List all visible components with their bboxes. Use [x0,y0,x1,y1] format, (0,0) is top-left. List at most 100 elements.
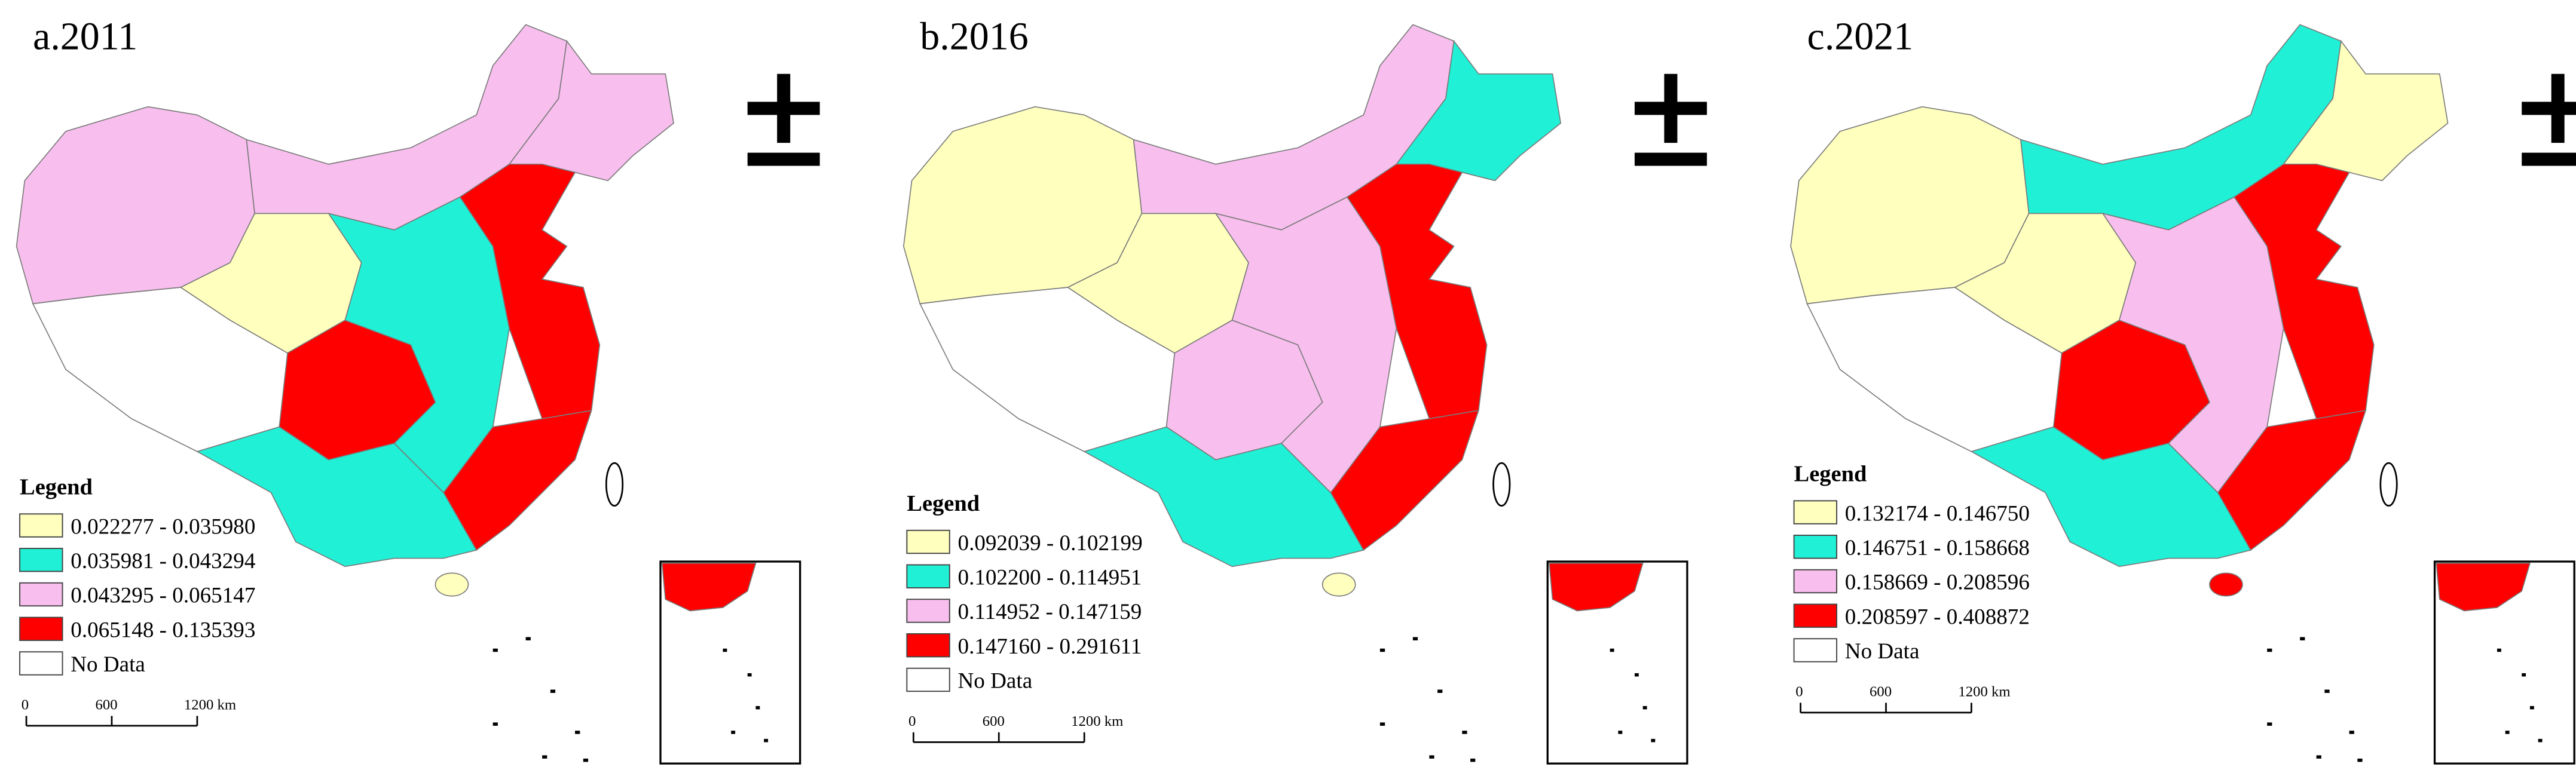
legend-label: 0.114952 - 0.147159 [958,600,1142,624]
legend-swatch [906,564,950,588]
province-region [1395,39,1562,182]
legend-label: No Data [71,652,145,677]
inset-island [1618,731,1623,734]
island [550,689,556,693]
island [525,637,531,640]
legend-label: No Data [1845,639,1920,664]
hainan [1321,572,1356,597]
island [2300,637,2305,640]
legend-label: 0.146751 - 0.158668 [1845,536,2030,560]
legend-title: Legend [1794,461,1867,486]
panel-title: a.2011 [33,14,137,58]
inset-island [1634,673,1639,677]
taiwan [605,462,624,507]
island [575,731,580,734]
legend-swatch [19,513,63,538]
province-region [2234,164,2375,419]
hainan [435,572,469,597]
legend-swatch [19,548,63,572]
province-region [195,426,478,568]
inset-island [1642,706,1647,710]
legend-label: 0.065148 - 0.135393 [71,618,255,642]
north-arrow-h [747,102,820,115]
island [492,722,498,726]
island [1462,731,1467,734]
legend-label: 0.102200 - 0.114951 [958,566,1142,590]
island [2267,648,2272,652]
north-arrow-base [747,152,820,166]
legend-label: 0.158669 - 0.208596 [1845,571,2030,595]
inset-island [2497,648,2501,652]
legend-swatch-nodata [906,667,950,692]
legend-swatch [906,633,950,658]
inset-island [731,731,736,734]
inset-island [2538,738,2543,743]
inset-island [1651,738,1656,743]
island [1412,637,1418,640]
panel-title: b.2016 [920,14,1028,58]
scale-label: 600 [1870,683,1892,700]
island [1379,648,1385,652]
inset-island [755,706,760,710]
north-arrow-h [1634,102,1707,115]
north-arrow-h [2522,102,2576,115]
island [1437,689,1443,693]
island [2316,755,2321,759]
hainan [2209,572,2243,597]
legend-title: Legend [907,491,980,516]
province-region [2217,410,2367,551]
island [1429,755,1434,759]
island [492,648,498,652]
island [583,758,589,762]
scale-label: 1200 km [1958,683,2010,700]
legend-label: 0.043295 - 0.065147 [71,584,255,608]
island [2357,758,2363,762]
map-panel: c.2021 Legend 0.132174 - 0.146750 0.146751 … [1790,14,2576,765]
legend-label: 0.035981 - 0.043294 [71,549,255,573]
scale-label: 0 [908,713,916,729]
province-region [1970,426,2251,568]
legend-swatch [1793,500,1838,525]
inset-land [2436,562,2531,612]
map-panel: b.2016 Legend 0.092039 - 0.102199 0.102200 … [902,14,1707,765]
province-region [1346,164,1488,419]
island [2324,689,2330,693]
island [1379,722,1385,726]
island [542,755,547,759]
province-region [1083,426,1365,568]
scale-label: 0 [1795,683,1803,700]
island [1470,758,1476,762]
scale-label: 600 [983,713,1005,729]
legend-swatch [906,529,950,554]
legend-label: 0.132174 - 0.146750 [1845,501,2030,526]
island [2349,731,2354,734]
inset-island [2529,706,2534,710]
inset-island [747,673,752,677]
island [2267,722,2272,726]
inset-island [2522,673,2526,677]
north-arrow-base [2522,152,2576,166]
map-panel: a.2011 Legend 0.022277 - 0.035980 0.035981 … [16,14,820,765]
legend-label: 0.208597 - 0.408872 [1845,605,2030,629]
inset-island [764,738,769,743]
legend-title: Legend [20,474,93,499]
inset-land [661,562,757,612]
province-region [2283,39,2449,182]
inset-island [723,648,727,652]
legend-swatch [1793,535,1838,559]
inset-island [1610,648,1614,652]
province-region [508,39,674,182]
legend-swatch [1793,603,1838,628]
legend-label: 0.092039 - 0.102199 [958,531,1143,556]
legend-swatch [1793,569,1838,594]
scale-label: 1200 km [1071,713,1123,729]
province-region [459,164,601,419]
legend-swatch-nodata [1793,638,1838,662]
legend-swatch [19,582,63,607]
north-arrow-base [1634,152,1707,166]
legend-swatch [906,599,950,623]
legend-label: 0.022277 - 0.035980 [71,514,255,539]
legend-label: 0.147160 - 0.291611 [958,634,1142,659]
legend-swatch [19,616,63,641]
